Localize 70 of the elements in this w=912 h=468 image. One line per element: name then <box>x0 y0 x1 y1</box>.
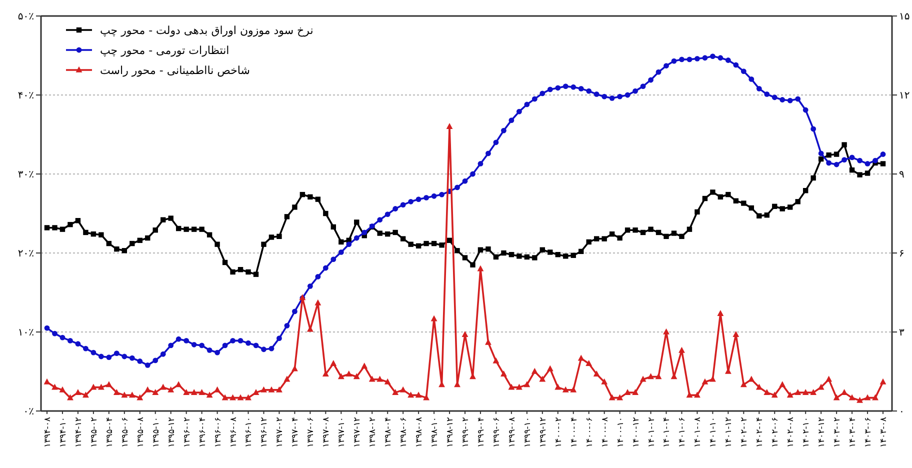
y2-tick-label: ۹ <box>899 170 904 180</box>
x-tick-label: ۱۴۰۰-۰۴ <box>569 417 580 448</box>
x-tick-label: ۱۴۰۲-۱۰ <box>802 417 812 448</box>
x-tick-label: ۱۳۹۴-۱۰ <box>58 417 68 448</box>
x-tick-label: ۱۳۹۶-۰۲ <box>182 416 192 448</box>
x-tick-label: ۱۴۰۳-۰۴ <box>848 417 858 448</box>
x-tick-label: ۱۳۹۷-۰۶ <box>306 417 316 448</box>
x-tick-label: ۱۳۹۸-۰۶ <box>399 417 410 448</box>
x-tick-label: ۱۴۰۰-۱۲ <box>631 416 642 448</box>
y-tick-label: ۰٪ <box>23 406 34 418</box>
y2-tick-label: ۶ <box>899 248 904 260</box>
x-tick-label: ۱۳۹۸-۱۰ <box>430 417 440 448</box>
x-tick-label: ۱۳۹۹-۰۸ <box>507 416 518 448</box>
x-tick-label: ۱۴۰۲-۰۶ <box>770 417 781 448</box>
y-tick-label: ۴۰٪ <box>18 90 34 102</box>
x-tick-label: ۱۳۹۴-۱۲ <box>74 416 84 448</box>
x-tick-label: ۱۳۹۵-۰۸ <box>136 416 146 448</box>
x-tick-label: ۱۳۹۷-۰۸ <box>322 416 332 448</box>
x-tick-label: ۱۳۹۶-۰۴ <box>198 417 208 448</box>
y2-tick-label: ۰ <box>899 406 904 418</box>
x-tick-label: ۱۳۹۵-۰۶ <box>120 417 130 448</box>
x-tick-label: ۱۳۹۵-۰۴ <box>104 417 115 448</box>
x-tick-label: ۱۴۰۰-۱۰ <box>616 417 626 448</box>
y-tick-label: ۵۰٪ <box>18 12 34 22</box>
x-tick-label: ۱۳۹۹-۱۲ <box>538 416 548 448</box>
x-tick-label: ۱۴۰۲-۰۸ <box>786 416 796 448</box>
x-tick-label: ۱۳۹۷-۱۰ <box>337 417 348 448</box>
x-tick-label: ۱۳۹۷-۱۲ <box>352 416 363 448</box>
x-tick-label: ۱۴۰۳-۰۶ <box>863 417 874 448</box>
y2-tick-label: ۱۲ <box>899 90 910 102</box>
x-tick-label: ۱۴۰۱-۰۸ <box>693 416 704 448</box>
x-tick-label: ۱۳۹۶-۰۸ <box>228 416 239 448</box>
x-tick-label: ۱۴۰۰-۰۲ <box>554 416 564 448</box>
y-tick-label: ۱۰٪ <box>18 328 34 338</box>
x-tick-label: ۱۳۹۶-۰۶ <box>213 417 224 448</box>
x-tick-label: ۱۴۰۱-۰۴ <box>662 417 672 448</box>
x-tick-label: ۱۳۹۸-۰۸ <box>414 416 425 448</box>
x-tick-label: ۱۳۹۸-۱۲ <box>445 416 456 448</box>
y-tick-label: ۳۰٪ <box>18 170 34 180</box>
x-tick-label: ۱۳۹۶-۱۰ <box>244 417 254 448</box>
y-tick-label: ۲۰٪ <box>18 248 34 260</box>
x-tick-label: ۱۳۹۹-۱۰ <box>522 417 533 448</box>
x-tick-label: ۱۳۹۷-۰۲ <box>275 416 286 448</box>
x-tick-label: ۱۳۹۵-۰۲ <box>89 416 100 448</box>
legend-label: شاخص نااطمینانی - محور راست <box>100 64 250 77</box>
x-tick-label: ۱۴۰۳-۰۸ <box>878 416 889 448</box>
x-tick-label: ۱۴۰۲-۱۲ <box>817 416 828 448</box>
legend-label: انتظارات تورمی - محور چپ <box>100 44 230 57</box>
x-tick-label: ۱۴۰۰-۰۸ <box>600 416 610 448</box>
y2-tick-label: ۳ <box>899 328 905 338</box>
x-tick-label: ۱۴۰۱-۱۰ <box>708 417 719 448</box>
x-tick-label: ۱۴۰۱-۱۲ <box>724 416 734 448</box>
x-tick-label: ۱۳۹۹-۰۶ <box>492 417 502 448</box>
legend-label: نرخ سود موزون اوراق بدهی دولت - محور چپ <box>100 24 314 37</box>
x-tick-label: ۱۳۹۹-۰۴ <box>476 417 486 448</box>
x-tick-label: ۱۴۰۱-۰۶ <box>678 417 688 448</box>
x-tick-label: ۱۴۰۰-۰۶ <box>584 417 595 448</box>
x-tick-label: ۱۳۹۵-۱۲ <box>166 416 177 448</box>
x-tick-label: ۱۴۰۲-۰۲ <box>740 416 750 448</box>
x-tick-label: ۱۳۹۶-۱۲ <box>260 416 270 448</box>
x-tick-label: ۱۴۰۱-۰۲ <box>646 416 657 448</box>
x-tick-label: ۱۴۰۳-۰۲ <box>832 416 843 448</box>
x-tick-label: ۱۳۹۸-۰۲ <box>368 416 378 448</box>
x-tick-label: ۱۳۹۷-۰۴ <box>290 417 301 448</box>
y2-tick-label: ۱۵ <box>899 12 910 22</box>
x-tick-label: ۱۴۰۲-۰۴ <box>755 417 766 448</box>
x-tick-label: ۱۳۹۹-۰۲ <box>460 416 471 448</box>
x-tick-label: ۱۳۹۴-۰۸ <box>42 416 53 448</box>
x-tick-label: ۱۳۹۵-۱۰ <box>151 417 162 448</box>
x-tick-label: ۱۳۹۸-۰۴ <box>384 417 394 448</box>
